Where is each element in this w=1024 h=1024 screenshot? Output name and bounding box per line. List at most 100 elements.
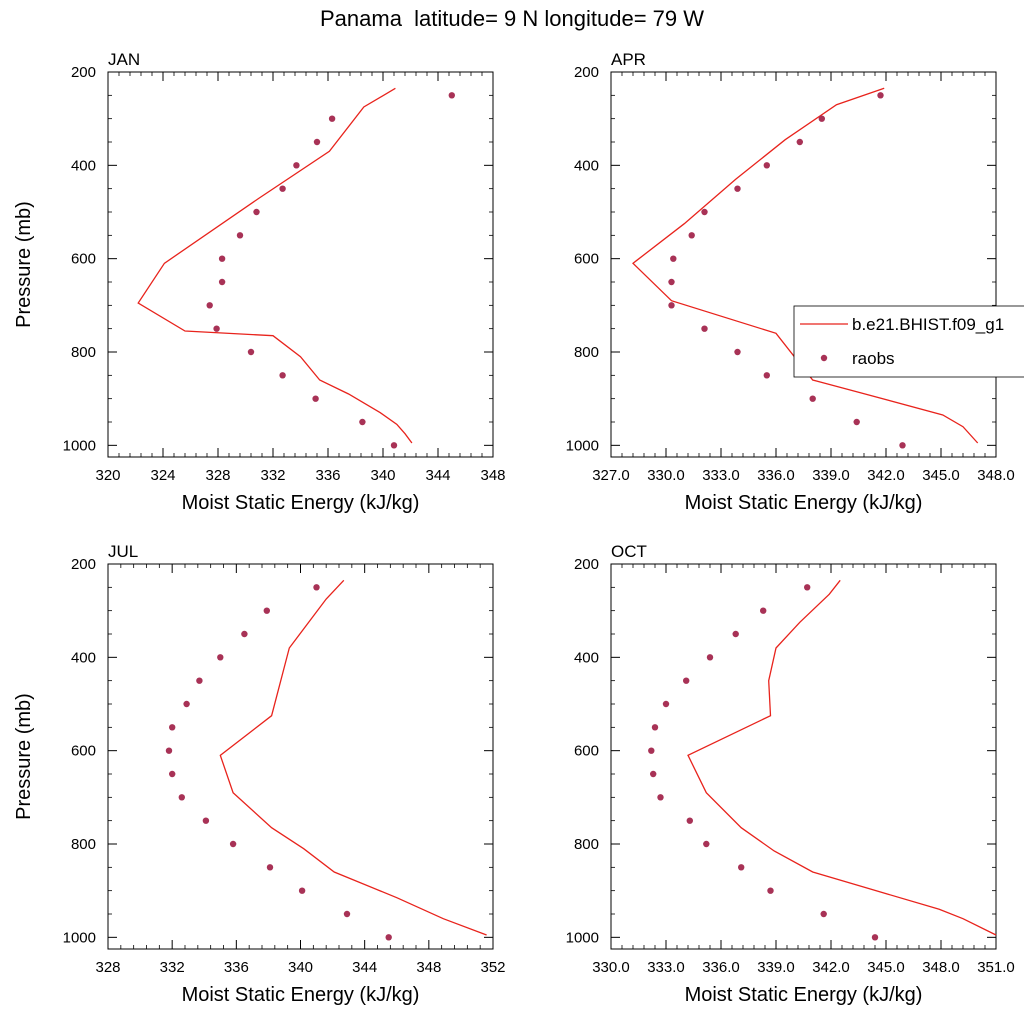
x-tick-label: 348 <box>480 467 505 484</box>
x-tick-label: 352 <box>480 959 505 976</box>
x-tick-label: 320 <box>95 467 120 484</box>
x-tick-label: 342.0 <box>867 467 905 484</box>
raobs-point <box>169 724 176 731</box>
raobs-point <box>703 840 710 848</box>
raobs-point <box>701 325 708 332</box>
raobs-point <box>202 817 210 824</box>
y-tick-label: 200 <box>71 64 96 81</box>
x-tick-label: 333.0 <box>702 467 740 484</box>
x-axis-label: Moist Static Energy (kJ/kg) <box>182 492 420 514</box>
panel-title: JUL <box>108 542 138 561</box>
raobs-point <box>796 138 803 146</box>
y-tick-label: 1000 <box>63 929 96 946</box>
raobs-point <box>853 418 860 426</box>
y-tick-label: 800 <box>574 344 599 361</box>
raobs-point <box>312 395 319 402</box>
raobs-point <box>266 864 274 871</box>
y-tick-label: 200 <box>71 556 96 573</box>
raobs-point <box>760 607 767 614</box>
y-tick-label: 400 <box>71 157 96 174</box>
y-axis-label: Pressure (mb) <box>13 201 35 328</box>
plot-frame <box>610 563 997 950</box>
raobs-point <box>734 185 741 192</box>
x-axis-label: Moist Static Energy (kJ/kg) <box>685 984 923 1006</box>
raobs-point <box>818 115 825 122</box>
raobs-point <box>688 232 695 239</box>
model-series-line <box>137 87 413 444</box>
x-tick-label: 336 <box>224 959 249 976</box>
x-tick-label: 339.0 <box>757 959 795 976</box>
raobs-point <box>767 887 774 894</box>
raobs-point <box>263 607 270 614</box>
y-tick-label: 600 <box>574 251 599 268</box>
x-tick-label: 324 <box>150 467 175 484</box>
model-series-line <box>632 87 979 444</box>
plot-frame <box>610 71 997 458</box>
raobs-point <box>662 700 670 708</box>
raobs-point <box>241 630 248 638</box>
x-tick-label: 340 <box>370 467 395 484</box>
raobs-point <box>359 418 366 426</box>
x-axis-label: Moist Static Energy (kJ/kg) <box>182 984 420 1006</box>
chart-panel-jan: 320 324 328 332 336 340 344 348 200 400 600 800 1000… <box>13 50 506 514</box>
raobs-point <box>183 700 190 708</box>
x-tick-label: 348.0 <box>977 467 1015 484</box>
raobs-point <box>820 910 827 918</box>
raobs-point <box>648 747 655 754</box>
model-series-line <box>687 579 997 936</box>
raobs-point <box>253 208 260 216</box>
raobs-point <box>650 770 657 778</box>
legend-obs-swatch <box>820 354 828 362</box>
y-tick-label: 800 <box>71 344 96 361</box>
raobs-point <box>732 630 739 638</box>
raobs-point <box>313 584 320 591</box>
raobs-point <box>686 817 693 824</box>
x-tick-label: 342.0 <box>812 959 850 976</box>
raobs-point <box>899 442 906 449</box>
model-series-line <box>219 579 487 936</box>
raobs-point <box>169 770 176 778</box>
panel-title: JAN <box>108 50 140 69</box>
raobs-point <box>178 794 185 801</box>
raobs-point <box>668 278 675 286</box>
y-tick-label: 600 <box>71 251 96 268</box>
raobs-point <box>809 395 816 402</box>
raobs-point <box>448 92 455 99</box>
raobs-point <box>196 677 203 684</box>
x-tick-label: 332 <box>160 959 185 976</box>
x-tick-label: 345.0 <box>922 467 960 484</box>
raobs-point <box>218 278 226 286</box>
y-tick-label: 800 <box>71 836 96 853</box>
raobs-point <box>298 887 306 894</box>
raobs-point <box>734 348 741 356</box>
raobs-point <box>236 232 244 239</box>
y-tick-label: 1000 <box>566 437 599 454</box>
raobs-point <box>706 654 714 661</box>
y-tick-label: 200 <box>574 556 599 573</box>
raobs-point <box>668 302 675 309</box>
y-tick-label: 400 <box>574 649 599 666</box>
y-tick-label: 400 <box>71 649 96 666</box>
x-axis-label: Moist Static Energy (kJ/kg) <box>685 492 923 514</box>
plot-frame <box>107 71 494 458</box>
figure-title: Panama latitude= 9 N longitude= 79 W <box>319 6 705 31</box>
raobs-point <box>217 654 224 661</box>
chart-panel-apr: 327.0 330.0 333.0 336.0 339.0 342.0 345.0 348.0… <box>566 50 1015 514</box>
x-tick-label: 351.0 <box>977 959 1015 976</box>
x-tick-label: 328 <box>95 959 120 976</box>
x-tick-label: 336.0 <box>757 467 795 484</box>
x-tick-label: 344 <box>425 467 450 484</box>
chart-panel-oct: 330.0 333.0 336.0 339.0 342.0 345.0 348.0 351.0… <box>566 542 1015 1006</box>
x-tick-label: 348.0 <box>922 959 960 976</box>
raobs-point <box>343 910 351 918</box>
raobs-point <box>877 92 884 99</box>
legend-model-label: b.e21.BHIST.f09_g1 <box>852 315 1004 334</box>
raobs-point <box>390 442 398 449</box>
raobs-point <box>804 584 811 591</box>
x-tick-label: 332 <box>260 467 285 484</box>
legend-obs-label: raobs <box>852 349 895 368</box>
legend-box <box>793 305 1024 378</box>
x-tick-label: 328 <box>205 467 230 484</box>
legend: b.e21.BHIST.f09_g1 raobs <box>793 305 1024 378</box>
